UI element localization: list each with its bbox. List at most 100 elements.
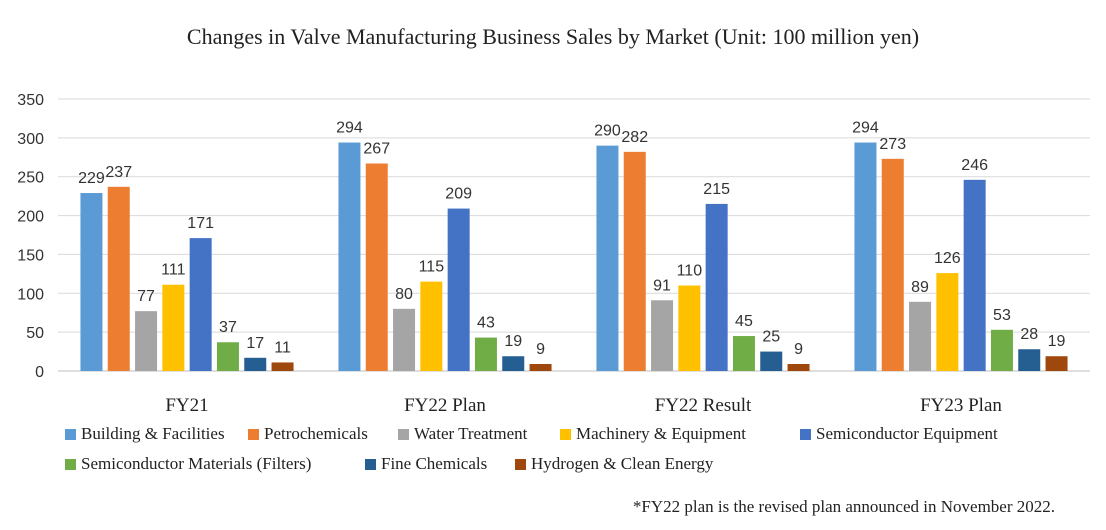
bar (854, 142, 877, 371)
y-tick-label: 300 (17, 131, 44, 148)
y-axis: 0 50 100 150 200 250 300 350 (17, 92, 44, 381)
bar (216, 342, 239, 371)
bar (393, 308, 416, 371)
legend-swatch (365, 459, 376, 470)
data-label: 273 (879, 136, 906, 153)
bar (107, 186, 130, 371)
data-label: 126 (934, 250, 961, 267)
legend-label: Petrochemicals (264, 424, 368, 443)
data-label: 229 (78, 170, 105, 187)
y-tick-label: 350 (17, 92, 44, 109)
data-label: 37 (219, 319, 237, 336)
bar (529, 364, 552, 371)
data-label: 53 (993, 307, 1011, 324)
bar (760, 351, 783, 371)
bar (135, 311, 158, 371)
legend-swatch (398, 429, 409, 440)
bar (1045, 356, 1068, 371)
data-label: 115 (419, 259, 445, 276)
bars (80, 142, 1068, 371)
legend-label: Water Treatment (414, 424, 528, 443)
data-label: 111 (161, 262, 185, 279)
data-label: 11 (274, 339, 291, 356)
legend-label: Semiconductor Materials (Filters) (81, 454, 311, 473)
data-label: 91 (653, 277, 671, 294)
data-label: 9 (794, 341, 803, 358)
bar (623, 151, 646, 371)
gridlines (58, 98, 1090, 372)
data-label: 294 (336, 120, 363, 137)
legend-swatch (800, 429, 811, 440)
x-tick-label: FY22 Result (655, 395, 752, 416)
bar (338, 142, 361, 371)
y-tick-label: 0 (35, 364, 44, 381)
legend-label: Building & Facilities (81, 424, 225, 443)
bar (596, 145, 619, 371)
data-label: 9 (536, 341, 545, 358)
x-tick-label: FY22 Plan (404, 395, 486, 416)
data-label: 19 (504, 333, 522, 350)
data-label: 110 (677, 263, 703, 280)
x-tick-label: FY23 Plan (920, 395, 1002, 416)
data-label: 246 (961, 157, 988, 174)
data-label: 25 (762, 329, 780, 346)
footnote: *FY22 plan is the revised plan announced… (633, 497, 1055, 516)
legend-swatch (515, 459, 526, 470)
legend-label: Machinery & Equipment (576, 424, 746, 443)
legend-swatch (248, 429, 259, 440)
data-label: 215 (703, 181, 730, 198)
data-label: 43 (477, 315, 495, 332)
y-tick-label: 150 (17, 247, 44, 264)
bar (502, 356, 525, 371)
data-label: 290 (594, 123, 621, 140)
bar (420, 281, 443, 371)
bar (881, 158, 904, 371)
bar (990, 329, 1013, 371)
bar (705, 203, 728, 371)
bar (678, 285, 701, 371)
data-label: 17 (246, 335, 264, 352)
data-label: 89 (911, 279, 929, 296)
legend-label: Semiconductor Equipment (816, 424, 998, 443)
data-label: 171 (187, 215, 214, 232)
chart-title: Changes in Valve Manufacturing Business … (187, 24, 919, 49)
data-label: 282 (621, 129, 648, 146)
bar (474, 337, 497, 371)
legend-swatch (560, 429, 571, 440)
legend-swatch (65, 429, 76, 440)
x-tick-label: FY21 (165, 395, 208, 416)
data-label: 28 (1020, 326, 1038, 343)
bar (787, 364, 810, 371)
legend-label: Fine Chemicals (381, 454, 487, 473)
legend-swatch (65, 459, 76, 470)
y-tick-label: 250 (17, 170, 44, 187)
bar (1018, 349, 1041, 371)
data-label: 77 (137, 288, 155, 305)
data-label: 209 (445, 186, 472, 203)
data-label: 294 (852, 120, 879, 137)
bar (244, 357, 267, 371)
y-tick-label: 200 (17, 209, 44, 226)
bar (732, 336, 755, 371)
data-label: 80 (395, 286, 413, 303)
bar (80, 193, 103, 371)
bar (651, 300, 674, 371)
data-label: 237 (105, 164, 132, 181)
data-label: 267 (363, 141, 390, 158)
x-axis: FY21 FY22 Plan FY22 Result FY23 Plan (165, 395, 1002, 416)
bar (189, 238, 212, 371)
data-label: 45 (735, 313, 753, 330)
y-tick-label: 50 (26, 325, 44, 342)
bar (271, 362, 294, 371)
data-label: 19 (1048, 333, 1066, 350)
bar (963, 179, 986, 371)
legend-label: Hydrogen & Clean Energy (531, 454, 714, 473)
bar (365, 163, 388, 371)
bar (447, 208, 470, 371)
bar (909, 301, 932, 371)
y-tick-label: 100 (17, 286, 44, 303)
bar (936, 273, 959, 371)
bar (162, 284, 185, 371)
